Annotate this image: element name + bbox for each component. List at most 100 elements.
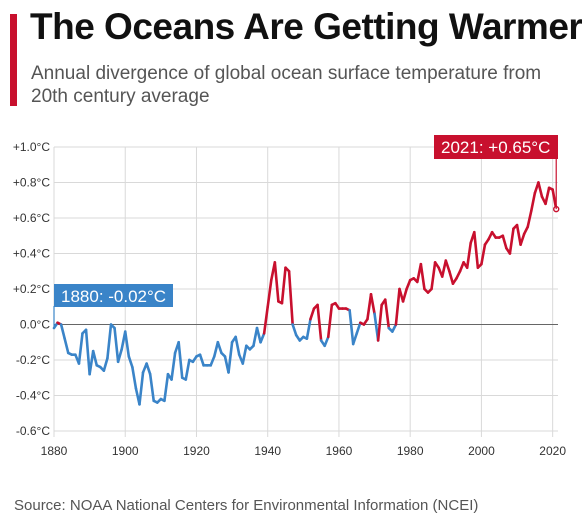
series-segment	[448, 269, 455, 285]
x-tick-label: 1880	[41, 444, 68, 458]
x-tick-label: 1960	[326, 444, 353, 458]
series-segment	[59, 323, 66, 341]
series-segment	[77, 332, 84, 365]
series-segment	[351, 332, 359, 346]
series-segment	[88, 349, 95, 376]
series-segment	[348, 308, 355, 346]
series-segment	[537, 181, 544, 198]
series-segment	[326, 303, 334, 339]
series-segment	[305, 317, 312, 341]
x-tick-label: 1940	[254, 444, 281, 458]
y-tick-label: +0.6°C	[13, 211, 50, 225]
series-segment	[209, 355, 216, 367]
chart-subtitle: Annual divergence of global ocean surfac…	[31, 63, 542, 107]
series-segment	[127, 355, 134, 369]
series-segment	[116, 348, 123, 364]
y-tick-label: -0.4°C	[16, 389, 50, 403]
series-segment	[369, 293, 376, 316]
y-tick-label: 0.0°C	[20, 318, 50, 332]
series-segment	[148, 372, 156, 403]
series-segment	[163, 372, 170, 403]
series-segment	[472, 230, 480, 270]
series-segment	[480, 243, 487, 266]
y-tick-label: +0.4°C	[13, 247, 50, 261]
y-tick-label: +1.0°C	[13, 140, 50, 154]
x-tick-label: 2000	[468, 444, 495, 458]
series-segment	[63, 337, 70, 355]
y-tick-label: -0.6°C	[16, 424, 50, 438]
x-tick-label: 2020	[539, 444, 566, 458]
series-segment	[529, 191, 537, 213]
series-segment	[391, 323, 398, 333]
x-axis-labels: 1880 1900 1920 1940 1960 1980 2000 2020	[41, 444, 567, 458]
y-tick-label: +0.8°C	[13, 176, 50, 190]
series-segment	[102, 356, 109, 372]
series-segment	[444, 259, 451, 273]
series-segment	[106, 323, 113, 360]
series-segment	[91, 349, 99, 367]
series-segment	[440, 259, 448, 278]
series-segment	[262, 305, 270, 335]
callout-2021-label: 2021: +0.65°C	[441, 138, 550, 157]
series-segment	[138, 371, 145, 406]
x-tick-label: 1900	[112, 444, 139, 458]
series-segment	[123, 330, 131, 358]
callout-1880-label: 1880: -0.02°C	[61, 287, 166, 306]
temperature-series	[52, 181, 560, 406]
series-segment	[255, 326, 262, 344]
series-segment	[376, 303, 383, 342]
series-segment	[131, 365, 138, 390]
series-segment	[501, 234, 508, 250]
series-segment	[508, 227, 515, 255]
series-segment	[465, 241, 473, 270]
callout-2021-box	[434, 135, 558, 159]
series-segment	[522, 225, 530, 236]
series-segment	[394, 287, 401, 326]
series-segment	[273, 261, 280, 303]
series-segment	[366, 293, 373, 321]
y-axis-labels: -0.6°C -0.4°C -0.2°C 0.0°C +0.2°C +0.4°C +0.6°…	[13, 140, 50, 438]
series-segment	[184, 358, 191, 381]
series-segment	[280, 266, 287, 305]
series-segment	[113, 326, 120, 364]
series-segment	[170, 351, 177, 381]
series-segment	[234, 335, 241, 356]
series-segment	[212, 340, 220, 358]
series-segment	[458, 261, 465, 273]
series-segment	[419, 262, 426, 291]
series-segment	[355, 321, 362, 335]
series-segment	[401, 287, 408, 303]
x-tick-label: 1980	[397, 444, 424, 458]
series-segment	[266, 278, 273, 309]
series-segment	[84, 328, 91, 376]
series-segment	[259, 332, 266, 344]
series-segment	[455, 269, 462, 280]
series-segment	[291, 323, 298, 337]
source-note: Source: NOAA National Centers for Enviro…	[14, 497, 479, 514]
series-segment	[241, 344, 248, 365]
series-segment	[316, 303, 323, 342]
x-tick-label: 1920	[183, 444, 210, 458]
temperature-line-chart: -0.6°C -0.4°C -0.2°C 0.0°C +0.2°C +0.4°C +0.6°…	[13, 135, 567, 458]
series-segment	[515, 223, 522, 246]
series-segment	[216, 340, 223, 355]
series-segment	[383, 298, 391, 330]
title-accent-bar	[10, 14, 17, 106]
callout-1880-box	[54, 284, 173, 307]
series-segment	[526, 209, 533, 229]
series-segment	[430, 261, 437, 291]
series-segment	[227, 340, 234, 374]
series-segment	[519, 232, 526, 246]
series-segment	[198, 353, 205, 367]
series-segment	[177, 340, 184, 380]
annotations: 1880: -0.02°C 2021: +0.65°C	[53, 135, 558, 329]
series-segment	[544, 186, 551, 206]
series-segment	[287, 269, 294, 326]
y-tick-label: +0.2°C	[13, 282, 50, 296]
series-segment	[309, 307, 316, 321]
page-title: The Oceans Are Getting Warmer	[30, 6, 582, 47]
series-segment	[145, 362, 152, 376]
y-tick-label: -0.2°C	[16, 353, 50, 367]
series-segment	[323, 335, 330, 348]
series-segment	[405, 278, 412, 291]
